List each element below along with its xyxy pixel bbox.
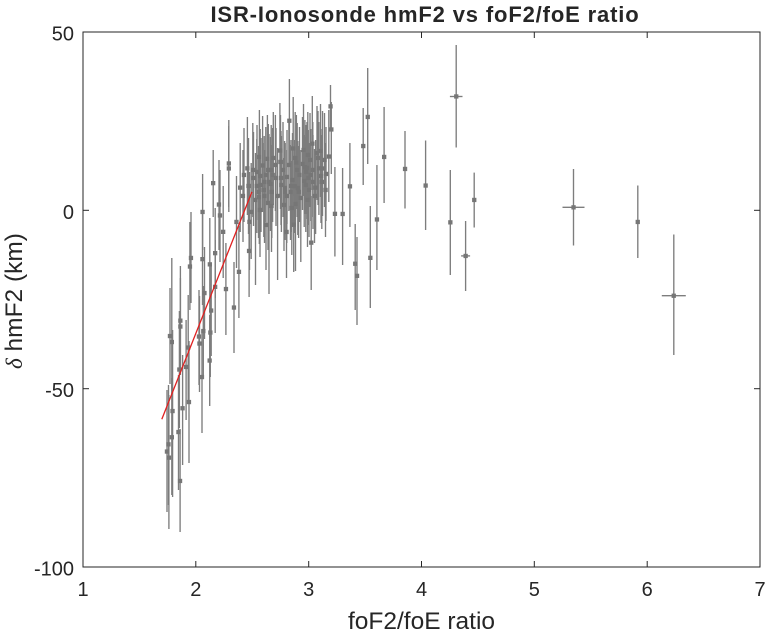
svg-text:7: 7	[754, 579, 765, 601]
svg-text:2: 2	[190, 579, 201, 601]
svg-text:ISR-Ionosonde hmF2 vs foF2/foE: ISR-Ionosonde hmF2 vs foF2/foE ratio	[210, 2, 639, 27]
svg-text:50: 50	[52, 24, 74, 46]
svg-text:3: 3	[303, 579, 314, 601]
svg-text:foF2/foE ratio: foF2/foE ratio	[348, 608, 495, 632]
svg-text:6: 6	[642, 579, 653, 601]
svg-text:-50: -50	[45, 380, 74, 402]
svg-text:4: 4	[416, 579, 427, 601]
svg-text:5: 5	[529, 579, 540, 601]
svg-text:-100: -100	[34, 559, 74, 581]
svg-text:1: 1	[77, 579, 88, 601]
svg-text:δ hmF2 (km): δ hmF2 (km)	[1, 233, 28, 369]
svg-text:0: 0	[63, 202, 74, 224]
